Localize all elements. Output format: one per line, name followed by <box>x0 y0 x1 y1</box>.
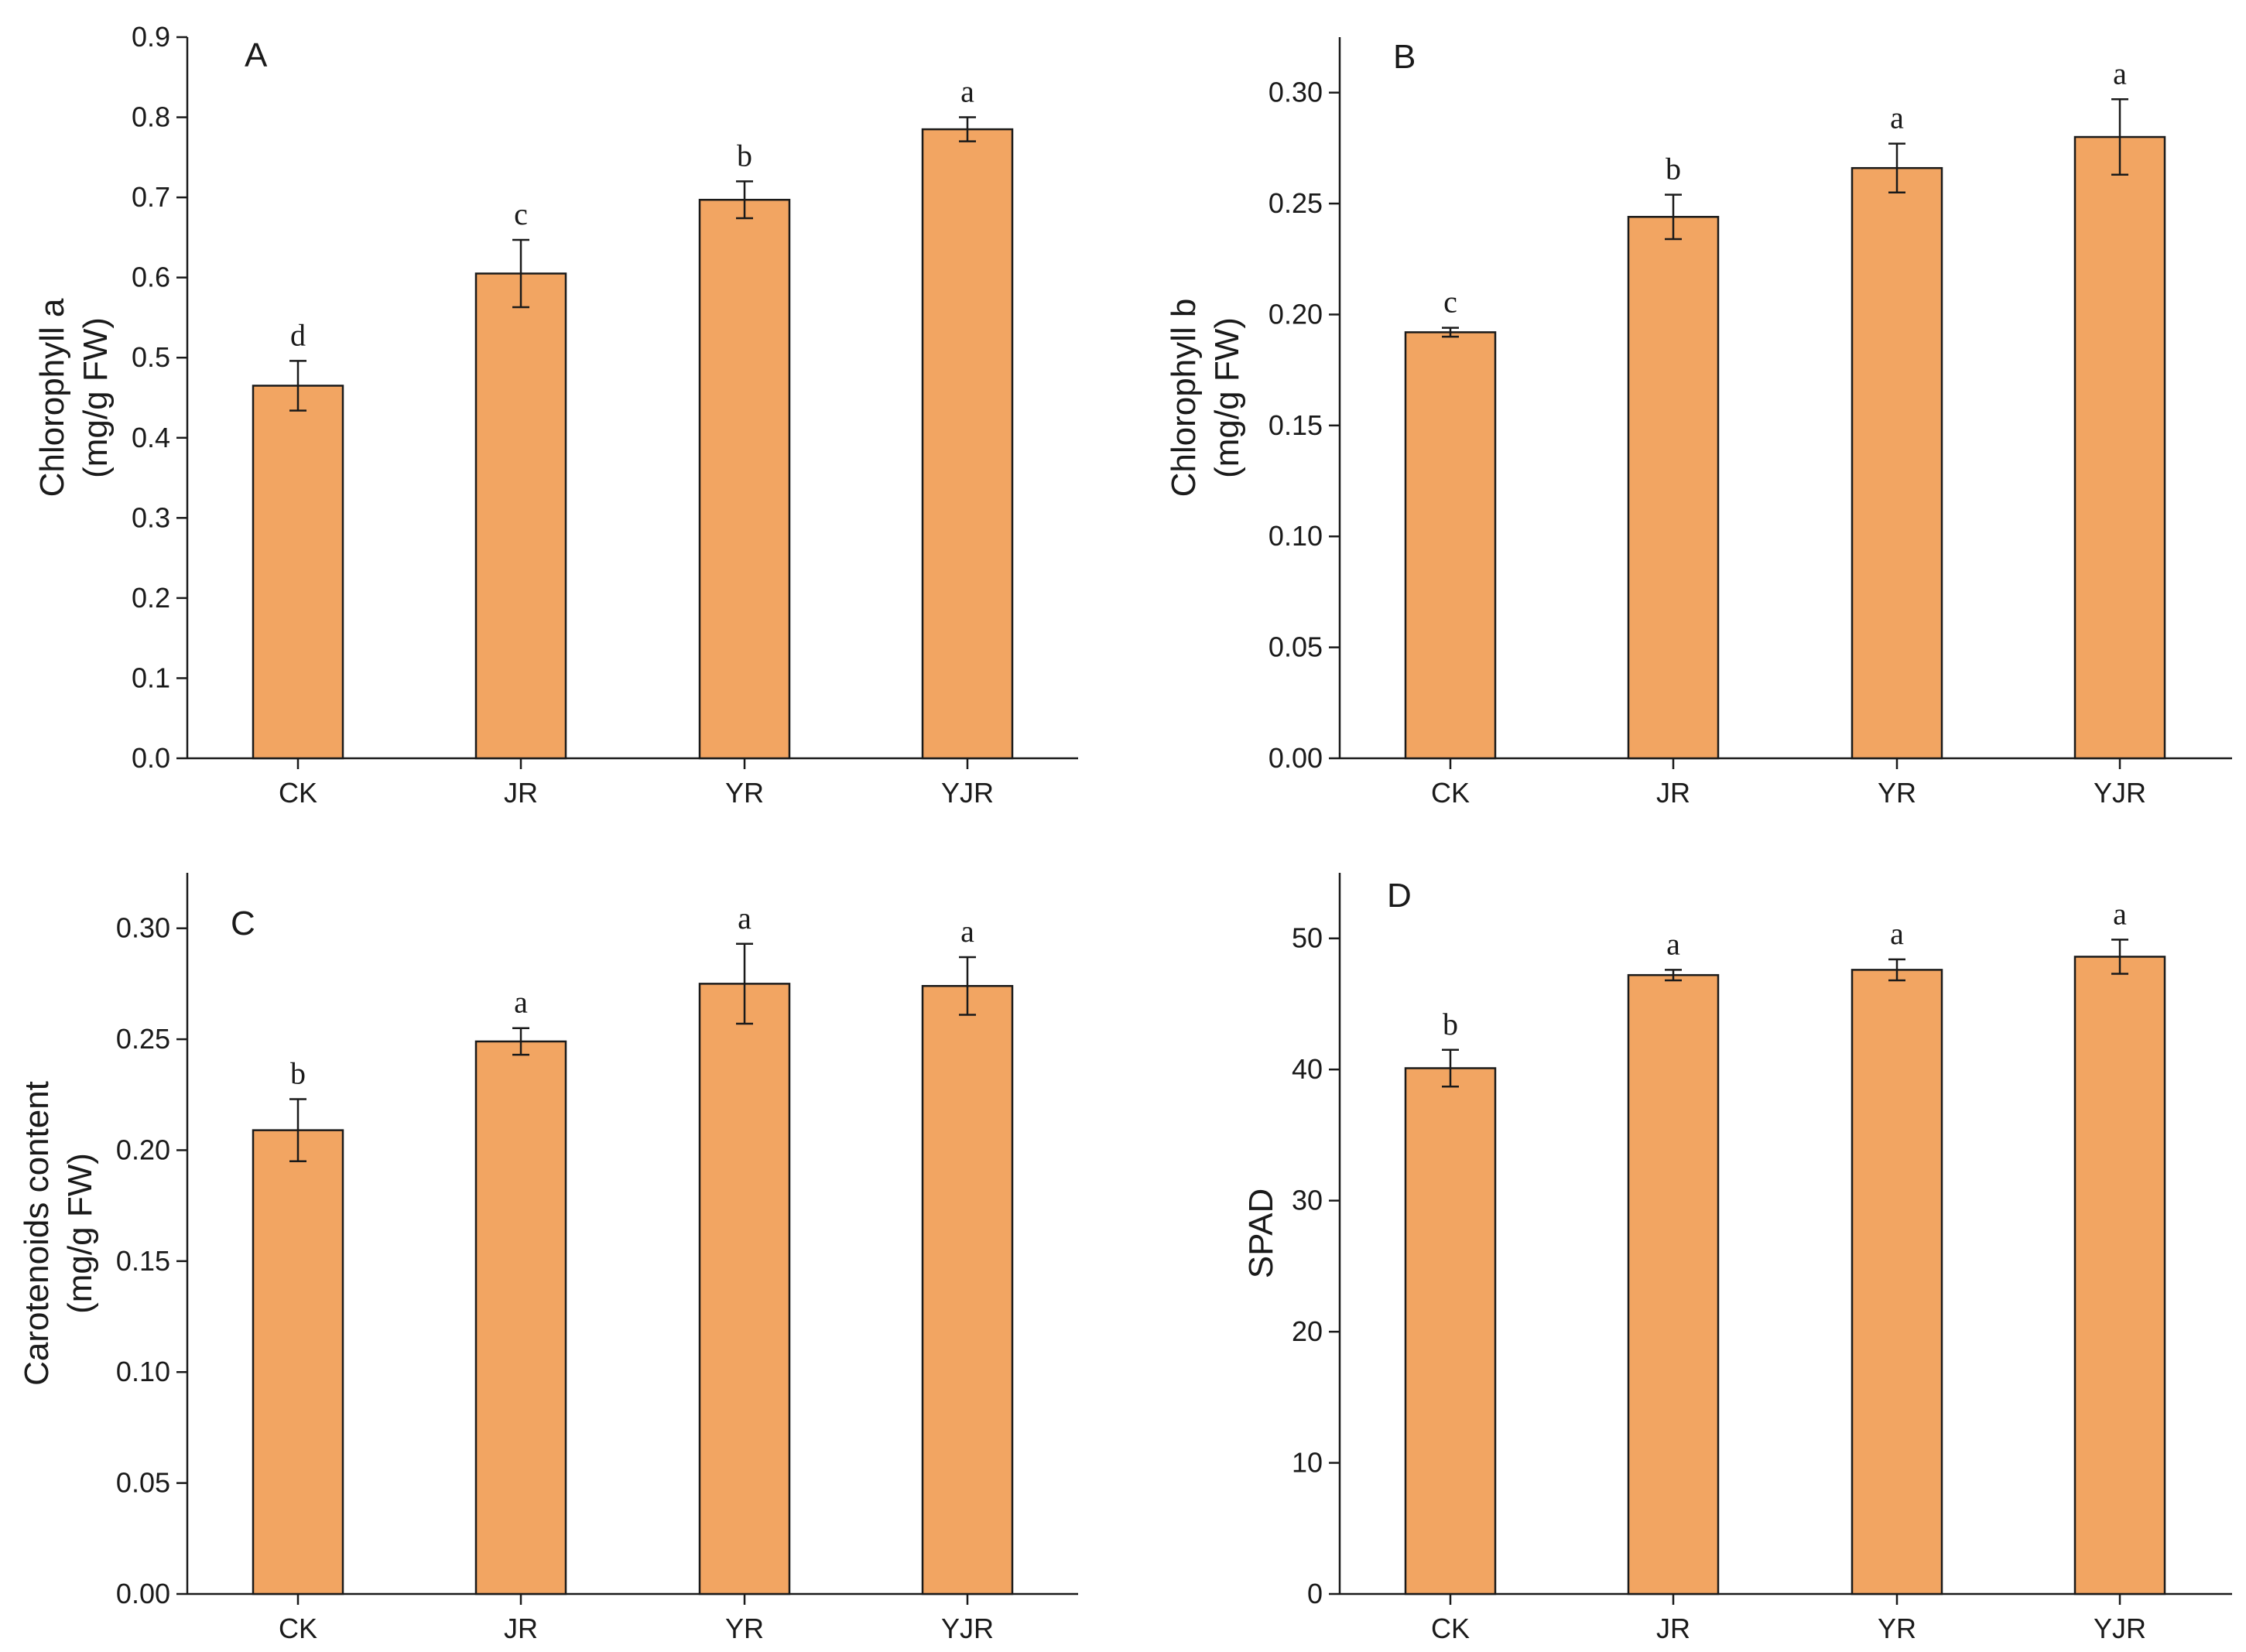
y-tick-label: 10 <box>1292 1447 1323 1479</box>
bar-jr <box>1627 973 1720 1596</box>
significance-letter: a <box>1666 926 1680 961</box>
y-tick-label: 0.15 <box>1269 409 1323 441</box>
significance-letter: b <box>1443 1007 1458 1041</box>
bar-yr <box>1851 166 1943 760</box>
chart-panel-c: 0.00 0.05 0.10 0.15 0.20 0.25 0.30 CK b JR a YR a YJR… <box>18 873 1078 1644</box>
x-tick-label: YJR <box>941 777 994 809</box>
x-tick-label: YJR <box>2094 777 2146 809</box>
significance-letter: b <box>290 1056 306 1091</box>
y-tick-label: 0.5 <box>132 341 170 373</box>
y-tick-label: 0.4 <box>132 422 170 453</box>
bar-yjr <box>921 128 1014 760</box>
y-axis-title-line: SPAD <box>1242 1189 1280 1279</box>
y-tick-label: 0.9 <box>132 21 170 53</box>
panel-letter: D <box>1387 877 1412 915</box>
y-axis-title: Carotenoids content (mg/g FW) <box>18 1081 99 1386</box>
significance-letter: a <box>960 914 974 949</box>
y-axis-title-line: (mg/g FW) <box>77 317 115 478</box>
significance-letter: b <box>1666 152 1681 186</box>
x-tick-label: JR <box>1656 777 1690 809</box>
bar-ck <box>252 385 344 760</box>
significance-letter: c <box>514 197 528 231</box>
y-tick-label: 0.8 <box>132 101 170 133</box>
y-axis-title: Chlorophyll a (mg/g FW) <box>33 298 115 497</box>
y-tick-label: 0.10 <box>1269 520 1323 552</box>
bar-yjr <box>921 985 1014 1596</box>
bar-yr <box>698 198 791 760</box>
bar-ck <box>1404 331 1497 760</box>
significance-letter: a <box>2113 896 2127 931</box>
y-tick-label: 0.7 <box>132 181 170 213</box>
y-tick-label: 0.20 <box>1269 298 1323 330</box>
bar-yr <box>698 983 791 1596</box>
y-tick-label: 0.00 <box>116 1578 170 1609</box>
y-tick-label: 0.05 <box>116 1467 170 1499</box>
bar-yjr <box>2073 956 2166 1596</box>
y-axis-title-line: Chlorophyll a <box>33 298 71 497</box>
chart-panel-b: 0.00 0.05 0.10 0.15 0.20 0.25 0.30 CK c JR b YR a YJR… <box>1165 37 2232 809</box>
panel-letter: A <box>245 36 268 74</box>
y-axis-title-line: Chlorophyll b <box>1165 299 1203 498</box>
x-tick-label: JR <box>1656 1613 1690 1644</box>
significance-letter: a <box>960 74 974 109</box>
y-tick-label: 0.25 <box>116 1023 170 1055</box>
bar-jr <box>474 1040 567 1596</box>
significance-letter: a <box>1890 916 1904 951</box>
y-tick-label: 0.6 <box>132 262 170 293</box>
x-tick-label: JR <box>504 777 538 809</box>
y-tick-label: 0 <box>1307 1578 1323 1609</box>
significance-letter: a <box>2113 56 2127 91</box>
significance-letter: a <box>738 901 752 935</box>
significance-letter: b <box>737 138 752 173</box>
y-tick-label: 30 <box>1292 1185 1323 1216</box>
x-tick-label: JR <box>504 1613 538 1644</box>
chart-panel-d: 0 10 20 30 40 50 CK b JR a YR a YJR a D SPAD <box>1242 873 2232 1644</box>
bar-ck <box>1404 1067 1497 1596</box>
y-tick-label: 0.00 <box>1269 742 1323 774</box>
y-tick-label: 0.10 <box>116 1356 170 1387</box>
y-tick-label: 50 <box>1292 922 1323 954</box>
x-tick-label: CK <box>1431 1613 1470 1644</box>
x-tick-label: YR <box>1878 777 1916 809</box>
y-tick-label: 0.15 <box>116 1245 170 1277</box>
x-tick-label: YR <box>725 777 764 809</box>
x-tick-label: CK <box>279 1613 317 1644</box>
chart-panel-a: 0.0 0.1 0.2 0.3 0.4 0.5 0.6 0.7 0.8 0.9 CK d JR c YR b Y… <box>33 21 1078 809</box>
panel-letter: C <box>231 905 255 942</box>
y-tick-label: 40 <box>1292 1053 1323 1085</box>
y-tick-label: 0.30 <box>116 912 170 944</box>
y-tick-label: 0.2 <box>132 582 170 614</box>
y-tick-label: 0.05 <box>1269 631 1323 663</box>
bar-yr <box>1851 969 1943 1596</box>
y-tick-label: 0.3 <box>132 501 170 533</box>
significance-letter: a <box>1890 101 1904 135</box>
x-tick-label: CK <box>279 777 317 809</box>
x-tick-label: YR <box>1878 1613 1916 1644</box>
x-tick-label: YJR <box>2094 1613 2146 1644</box>
bar-yjr <box>2073 135 2166 760</box>
bar-jr <box>474 272 567 760</box>
y-tick-label: 20 <box>1292 1315 1323 1347</box>
x-tick-label: YJR <box>941 1613 994 1644</box>
y-tick-label: 0.20 <box>116 1134 170 1165</box>
y-axis-title: SPAD <box>1242 1189 1280 1279</box>
y-tick-label: 0.1 <box>132 662 170 693</box>
y-tick-label: 0.25 <box>1269 187 1323 219</box>
panel-letter: B <box>1393 38 1416 76</box>
bar-ck <box>252 1129 344 1596</box>
y-axis-title-line: (mg/g FW) <box>1208 317 1246 478</box>
significance-letter: a <box>514 985 528 1020</box>
bar-jr <box>1627 216 1720 760</box>
significance-letter: d <box>290 317 306 352</box>
y-axis-title: Chlorophyll b (mg/g FW) <box>1165 299 1246 498</box>
y-axis-title-line: (mg/g FW) <box>61 1153 99 1314</box>
y-axis-title-line: Carotenoids content <box>18 1081 56 1386</box>
x-tick-label: CK <box>1431 777 1470 809</box>
x-tick-label: YR <box>725 1613 764 1644</box>
y-tick-label: 0.30 <box>1269 77 1323 108</box>
significance-letter: c <box>1443 285 1457 320</box>
y-tick-label: 0.0 <box>132 742 170 774</box>
